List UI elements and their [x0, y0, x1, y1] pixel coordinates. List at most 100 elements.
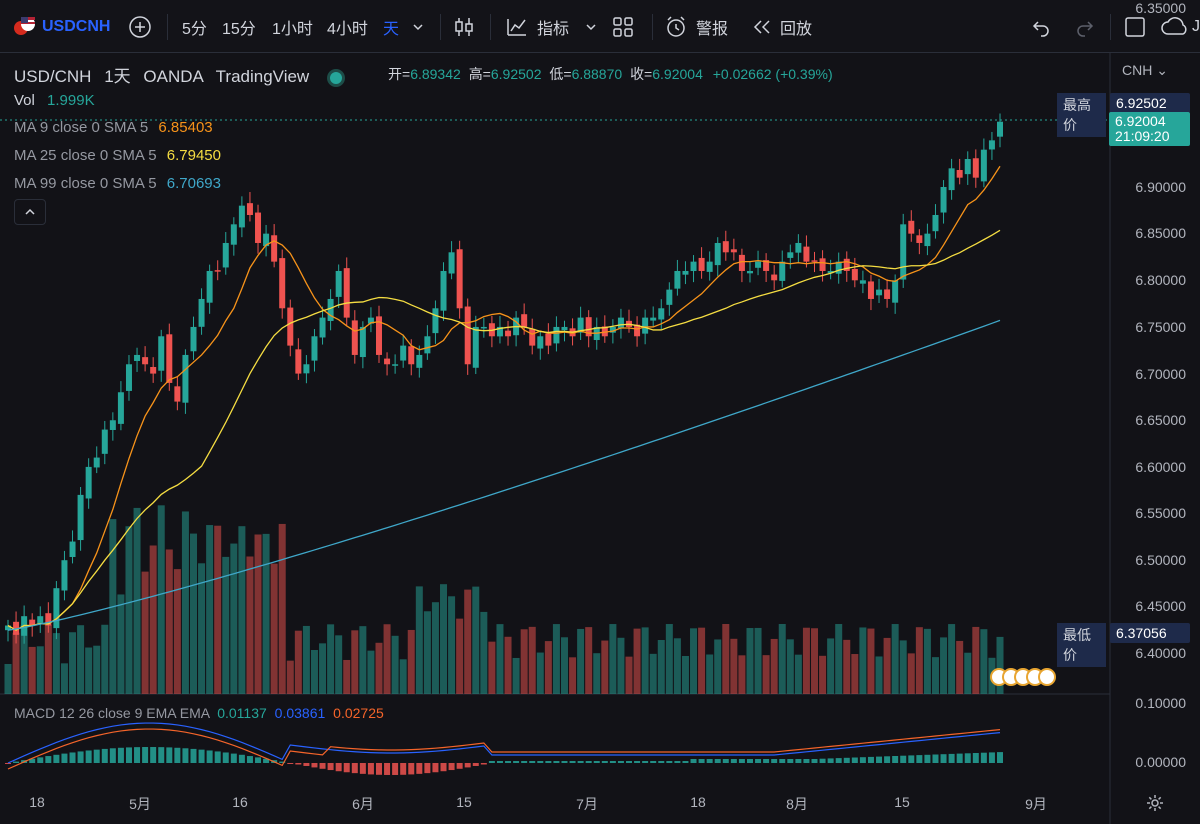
time-label: 15	[894, 794, 910, 810]
interval-1d[interactable]: 天	[383, 20, 400, 38]
undo-button[interactable]	[1030, 0, 1052, 53]
us-event-flag-icon[interactable]	[1038, 668, 1056, 686]
candlestick-chart[interactable]	[0, 53, 1200, 824]
indicators-dropdown[interactable]	[584, 0, 598, 53]
candle-body	[738, 254, 745, 271]
candle-body	[424, 336, 431, 354]
volume-bar	[4, 664, 12, 694]
flag-icon	[12, 15, 36, 39]
redo-button[interactable]	[1074, 0, 1096, 53]
layouts-button[interactable]	[612, 0, 634, 53]
candle-body	[182, 354, 189, 403]
ma99-legend[interactable]: MA 99 close 0 SMA 5 6.70693	[14, 175, 221, 192]
volume-bar	[851, 654, 859, 694]
macd-histogram-bar	[835, 758, 842, 763]
candle-body	[884, 289, 891, 299]
chart-settings-button[interactable]	[1145, 793, 1165, 818]
macd-histogram-bar	[948, 753, 955, 763]
close-label: 收=	[630, 66, 653, 82]
interval-15m[interactable]: 15分	[222, 20, 256, 38]
candle-body	[505, 330, 512, 337]
volume-bar	[827, 638, 835, 694]
macd-histogram-bar	[5, 763, 11, 764]
volume-bar	[246, 556, 254, 694]
macd-line-value: 0.03861	[274, 705, 326, 721]
interval-4h[interactable]: 4小时	[327, 20, 368, 38]
volume-bar	[633, 628, 641, 694]
time-label: 18	[29, 794, 45, 810]
interval-5m[interactable]: 5分	[182, 20, 207, 38]
candle-body	[940, 187, 947, 213]
macd-histogram-bar	[424, 763, 431, 774]
fullscreen-button[interactable]	[1124, 0, 1146, 53]
macd-histogram-bar	[488, 761, 495, 763]
currency-selector[interactable]: CNH ⌄	[1122, 62, 1168, 79]
candle-body	[819, 258, 826, 271]
interval-1h[interactable]: 1小时	[272, 20, 313, 38]
macd-histogram-bar	[690, 759, 697, 763]
ma9-legend[interactable]: MA 9 close 0 SMA 5 6.85403	[14, 119, 213, 136]
volume-bar	[722, 624, 730, 694]
volume-bar	[335, 635, 343, 694]
volume-bar	[625, 656, 633, 694]
volume-bar	[12, 632, 20, 694]
candle-body	[158, 336, 165, 371]
macd-histogram-bar	[295, 763, 302, 765]
indicators-button[interactable]: 指标	[505, 0, 569, 53]
candle-body	[335, 270, 342, 297]
collapse-legend-button[interactable]	[14, 199, 46, 225]
chart-type-button[interactable]	[452, 0, 476, 53]
candle-body	[609, 326, 616, 333]
candle-body	[561, 326, 568, 331]
macd-histogram-bar	[263, 758, 270, 763]
macd-histogram-bar	[924, 754, 931, 763]
ma9-line	[7, 165, 1001, 631]
macd-histogram-bar	[198, 749, 205, 763]
candle-body	[642, 317, 649, 334]
macd-histogram-bar	[730, 759, 737, 763]
candle-body	[521, 314, 528, 327]
alert-button[interactable]: 警报	[664, 0, 728, 53]
macd-label: MACD 12 26 close 9 EMA EMA	[14, 705, 210, 721]
macd-histogram-bar	[29, 758, 36, 763]
volume-bar	[811, 628, 819, 694]
macd-histogram-bar	[876, 756, 883, 763]
macd-histogram-bar	[190, 748, 197, 763]
candle-body	[375, 316, 382, 355]
macd-histogram-bar	[771, 759, 778, 763]
chevron-down-icon	[411, 20, 425, 34]
macd-signal-line	[7, 728, 1001, 770]
volume-bar	[552, 624, 560, 694]
candle-body	[900, 224, 907, 280]
volume-bar	[907, 653, 915, 694]
volume-bar	[93, 645, 101, 694]
macd-histogram-bar	[238, 754, 245, 763]
ma99-label: MA 99 close 0 SMA 5	[14, 175, 157, 192]
volume-bar	[52, 633, 60, 694]
open-value: 6.89342	[410, 66, 461, 82]
symbol-selector[interactable]: USDCNH	[12, 0, 110, 53]
macd-histogram-bar	[714, 759, 721, 763]
candle-body	[230, 224, 237, 245]
cloud-save-button[interactable]: J	[1160, 0, 1200, 53]
interval-dropdown[interactable]	[411, 0, 425, 53]
add-symbol-button[interactable]	[128, 0, 152, 53]
macd-histogram-bar	[593, 761, 600, 763]
macd-histogram-bar	[464, 763, 471, 768]
macd-histogram-bar	[432, 763, 439, 773]
candles-icon	[452, 15, 476, 39]
candle-body	[698, 257, 705, 271]
candle-body	[343, 268, 350, 318]
macd-histogram-bar	[827, 758, 834, 763]
candle-body	[85, 466, 92, 499]
candle-body	[787, 252, 794, 258]
replay-button[interactable]: 回放	[750, 0, 812, 53]
last-price-value: 6.92004	[1115, 113, 1166, 129]
ma25-legend[interactable]: MA 25 close 0 SMA 5 6.79450	[14, 147, 221, 164]
vol-legend: Vol 1.999K	[14, 92, 95, 109]
candle-body	[448, 252, 455, 274]
volume-bar	[665, 624, 673, 694]
candle-body	[142, 357, 149, 365]
volume-bar	[125, 526, 133, 694]
macd-legend[interactable]: MACD 12 26 close 9 EMA EMA 0.01137 0.038…	[14, 705, 384, 721]
